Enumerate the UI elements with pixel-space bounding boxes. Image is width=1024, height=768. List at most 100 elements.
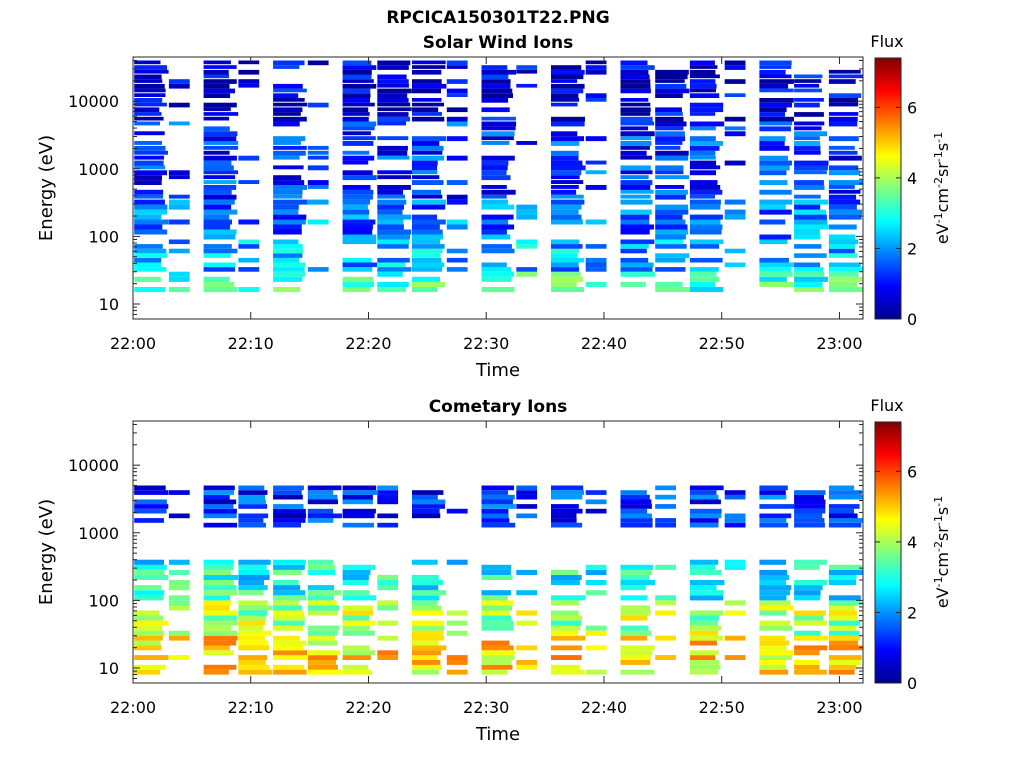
spectrogram-cell — [412, 664, 442, 670]
spectrogram-cell — [134, 569, 165, 575]
spectrogram-cell — [759, 625, 793, 631]
spectrogram-cell — [168, 513, 190, 519]
spectrogram-cell — [828, 248, 855, 254]
spectrogram-cell — [828, 625, 857, 631]
spectrogram-cell — [273, 650, 307, 656]
spectrogram-cell — [585, 630, 607, 636]
spectrogram-cell — [377, 485, 399, 491]
spectrogram-cell — [134, 131, 165, 136]
spectrogram-cell — [134, 102, 167, 107]
spectrogram-cell — [828, 244, 855, 249]
spectrogram-cell — [412, 136, 447, 142]
spectrogram-cell — [620, 494, 650, 500]
spectrogram-cell — [655, 189, 688, 195]
spectrogram-cell — [203, 494, 230, 500]
spectrogram-cell — [412, 150, 443, 155]
spectrogram-cell — [620, 189, 654, 194]
spectrogram-cell — [203, 69, 229, 75]
spectrogram-cell — [273, 253, 303, 258]
spectrogram-cell — [759, 234, 792, 240]
spectrogram-cell — [794, 590, 821, 596]
spectrogram-cell — [134, 590, 165, 596]
spectrogram-cell — [203, 88, 235, 94]
spectrogram-cell — [238, 267, 260, 272]
spectrogram-cell — [273, 625, 304, 631]
spectrogram-cell — [655, 504, 676, 509]
spectrogram-cell — [446, 219, 468, 225]
spectrogram-cell — [481, 234, 511, 240]
spectrogram-cell — [689, 490, 717, 495]
spectrogram-cell — [377, 65, 409, 70]
spectrogram-cell — [307, 499, 338, 505]
spectrogram-cell — [689, 229, 722, 235]
spectrogram-cell — [377, 189, 403, 195]
spectrogram-cell — [551, 513, 577, 519]
spectrogram-cell — [342, 605, 373, 611]
spectrogram-cell — [342, 580, 369, 586]
spectrogram-cell — [481, 93, 513, 98]
spectrogram-cell — [377, 88, 412, 94]
spectrogram-cell — [342, 112, 370, 116]
spectrogram-cell — [342, 194, 373, 200]
spectrogram-cell — [481, 214, 514, 220]
spectrogram-cell — [551, 595, 586, 601]
spectrogram-cell — [377, 121, 406, 126]
spectrogram-cell — [273, 175, 302, 181]
spectrogram-cell — [689, 585, 717, 591]
spectrogram-cell — [759, 513, 792, 519]
spectrogram-cell — [134, 615, 164, 621]
spectrogram-cell — [446, 257, 468, 263]
spectrogram-cell — [273, 580, 299, 586]
spectrogram-cell — [585, 580, 607, 586]
spectrogram-cell — [794, 244, 822, 249]
spectrogram-cell — [238, 605, 273, 611]
spectrogram-cell — [377, 585, 399, 591]
spectrogram-cell — [724, 610, 746, 616]
x-axis: 22:00 22:10 22:20 22:30 22:40 22:50 23:00 — [110, 421, 863, 717]
spectrogram-cell — [203, 93, 231, 98]
unit-base: eV — [933, 587, 952, 608]
spectrogram-cell — [412, 262, 445, 268]
spectrogram-cell — [689, 660, 719, 665]
spectrogram-cell — [724, 522, 746, 528]
spectrogram-cell — [238, 504, 268, 509]
spectrogram-cell — [342, 257, 372, 263]
spectrogram-cell — [689, 610, 724, 616]
spectrogram-cell — [759, 219, 786, 225]
spectrogram-cell — [307, 630, 338, 636]
spectrogram-cell — [759, 102, 792, 108]
spectrogram-cell — [342, 107, 369, 113]
spectrogram-cell — [377, 116, 411, 122]
spectrogram-cell — [551, 271, 581, 277]
spectrogram-cell — [238, 610, 268, 616]
spectrogram-cell — [412, 248, 443, 254]
spectrogram-cell — [377, 494, 399, 500]
colorbar-tick-label: 2 — [907, 603, 917, 622]
spectrogram-cell — [481, 199, 508, 205]
spectrogram-cell — [794, 664, 820, 670]
spectrogram-cell — [412, 239, 441, 245]
spectrogram-cell — [794, 504, 826, 509]
spectrogram-cell — [342, 98, 370, 103]
spectrogram-cell — [273, 640, 307, 646]
spectrogram-cell — [794, 209, 826, 215]
spectrogram-cell — [134, 645, 162, 651]
spectrogram-cell — [655, 244, 687, 249]
spectrogram-cell — [551, 219, 583, 225]
spectrogram-cell — [551, 522, 583, 528]
spectrogram-cell — [689, 83, 717, 89]
spectrogram-cell — [689, 640, 717, 646]
spectrogram-cell — [828, 214, 862, 220]
spectrogram-cell — [481, 136, 514, 141]
spectrogram-cell — [655, 175, 690, 180]
spectrogram-cell — [759, 650, 794, 656]
spectrogram-cell — [377, 79, 409, 84]
spectrogram-cell — [724, 518, 746, 523]
spectrogram-cell — [481, 131, 515, 137]
spectrogram-cell — [134, 175, 162, 181]
spectrogram-cell — [481, 98, 509, 103]
spectrogram-cell — [273, 219, 306, 225]
spectrogram-cell — [689, 655, 716, 660]
spectrogram-cell — [342, 88, 371, 94]
spectrogram-cell — [759, 88, 794, 93]
